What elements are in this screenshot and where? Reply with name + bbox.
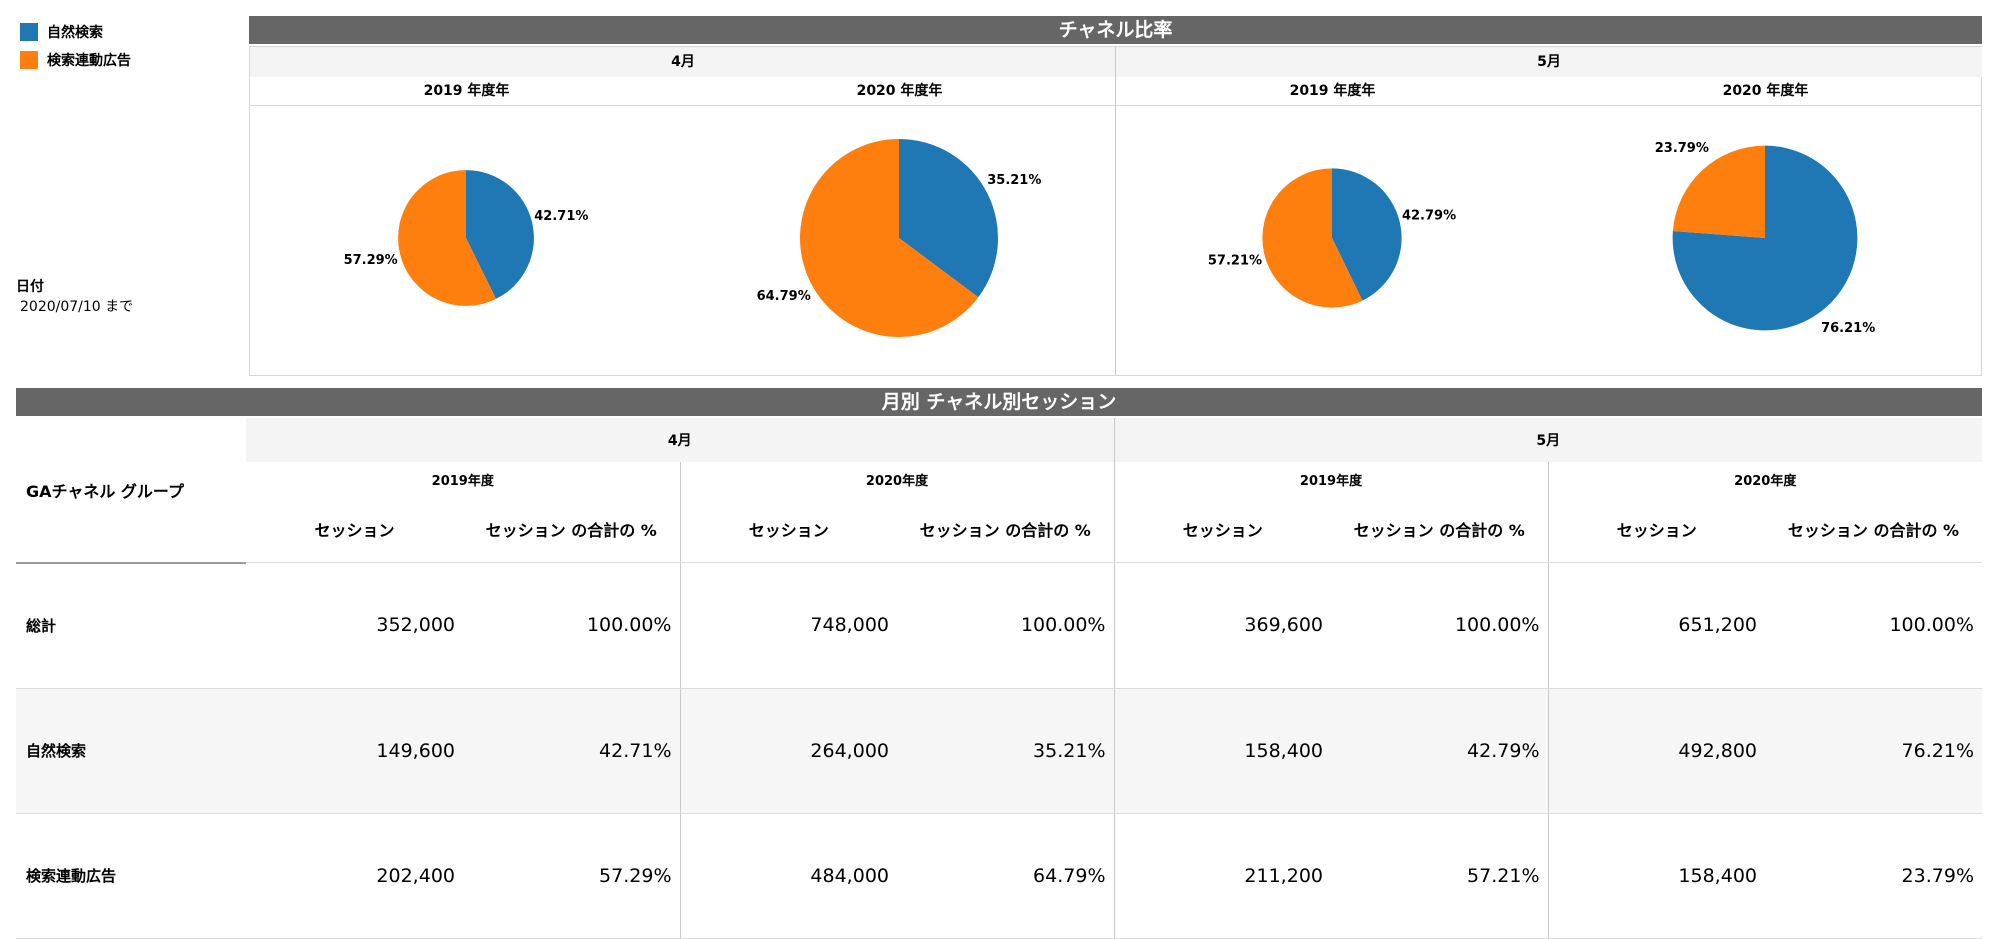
chart-year-apr-2020: 2020 年度年 (856, 83, 943, 99)
chart-year-apr-2019: 2019 年度年 (423, 83, 510, 99)
pie-slice-organic[interactable] (1332, 168, 1402, 301)
metric-header-percent[interactable]: セッション の合計の % (463, 496, 680, 563)
chart-year-may-2019: 2019 年度年 (1289, 83, 1376, 99)
table-row-organic: 自然検索 149,600 42.71% 264,000 35.21% 158,4… (16, 688, 1982, 814)
legend-item-organic[interactable]: 自然検索 (20, 18, 131, 46)
legend-label-organic: 自然検索 (47, 25, 103, 41)
cell-sessions: 202,400 (246, 813, 463, 939)
pie-slice-organic[interactable] (466, 170, 534, 299)
metric-header-sessions[interactable]: セッション (1547, 496, 1765, 563)
chart-month-divider (1115, 47, 1116, 375)
table-row-paid: 検索連動広告 202,400 57.29% 484,000 64.79% 211… (16, 813, 1982, 939)
legend-label-paid: 検索連動広告 (47, 53, 131, 69)
sessions-table: GAチャネル グループ 4月 5月 2019年度 2020年度 2019年度 2… (16, 418, 1982, 939)
cell-sessions: 651,200 (1547, 562, 1765, 689)
cell-percent: 42.79% (1331, 688, 1548, 814)
cell-percent: 23.79% (1765, 813, 1982, 939)
cell-sessions: 748,000 (679, 562, 897, 689)
cell-percent: 76.21% (1765, 688, 1982, 814)
chart-month-april: 4月 (250, 47, 1116, 77)
cell-sessions: 211,200 (1113, 813, 1331, 939)
cell-percent: 100.00% (1331, 562, 1548, 689)
chart-section-header: チャネル比率 (249, 16, 1982, 44)
table-year-may-2020: 2020年度 (1547, 462, 1982, 496)
pie-slice-paid[interactable] (1672, 145, 1765, 238)
cell-percent: 35.21% (897, 688, 1114, 814)
legend-item-paid[interactable]: 検索連動広告 (20, 46, 131, 74)
row-label-total: 総計 (16, 562, 246, 689)
pie-slice-organic[interactable] (899, 139, 998, 298)
table-month-april: 4月 (246, 418, 1114, 462)
pie-charts: 42.71% 57.29% 35.21% 64.79% 42.79% 57.21% 76.2… (344, 139, 1876, 337)
pie-data-label: 42.79% (1402, 209, 1456, 224)
pie-slice-organic[interactable] (1672, 145, 1858, 331)
pie-data-label: 57.21% (1208, 253, 1262, 268)
pie-data-label: 57.29% (344, 253, 398, 268)
cell-sessions: 352,000 (246, 562, 463, 689)
table-year-may-2019: 2019年度 (1113, 462, 1548, 496)
table-section-title: 月別 チャネル別セッション (881, 391, 1117, 413)
pie-data-label: 76.21% (1821, 321, 1875, 336)
legend-swatch-organic (20, 23, 38, 41)
cell-sessions: 492,800 (1547, 688, 1765, 814)
table-year-apr-2020: 2020年度 (679, 462, 1114, 496)
cell-percent: 57.29% (463, 813, 680, 939)
cell-percent: 100.00% (1765, 562, 1982, 689)
date-filter-value: 2020/07/10 まで (20, 299, 134, 315)
cell-sessions: 264,000 (679, 688, 897, 814)
metric-header-sessions[interactable]: セッション (1113, 496, 1331, 563)
pie-chart-2: 42.79% 57.21% (1208, 168, 1456, 308)
table-month-may: 5月 (1113, 418, 1982, 462)
pie-chart-panel: 4月 5月 2019 年度年 2020 年度年 2019 年度年 2020 年度… (249, 46, 1982, 376)
cell-sessions: 484,000 (679, 813, 897, 939)
pie-slice-paid[interactable] (398, 170, 497, 306)
metric-header-percent[interactable]: セッション の合計の % (1331, 496, 1548, 563)
date-filter-label: 日付 (16, 279, 44, 295)
cell-sessions: 158,400 (1547, 813, 1765, 939)
pie-data-label: 23.79% (1655, 141, 1709, 156)
cell-sessions: 158,400 (1113, 688, 1331, 814)
metric-header-percent[interactable]: セッション の合計の % (897, 496, 1114, 563)
cell-sessions: 149,600 (246, 688, 463, 814)
row-label-paid: 検索連動広告 (16, 813, 246, 939)
cell-percent: 100.00% (897, 562, 1114, 689)
date-filter[interactable]: 日付 2020/07/10 まで (16, 277, 133, 317)
cell-percent: 57.21% (1331, 813, 1548, 939)
cell-percent: 42.71% (463, 688, 680, 814)
cell-sessions: 369,600 (1113, 562, 1331, 689)
row-label-organic: 自然検索 (16, 688, 246, 814)
metric-header-sessions[interactable]: セッション (679, 496, 897, 563)
table-row-total: 総計 352,000 100.00% 748,000 100.00% 369,6… (16, 562, 1982, 689)
legend-swatch-paid (20, 51, 38, 69)
chart-section-title: チャネル比率 (1058, 19, 1173, 41)
pie-data-label: 35.21% (987, 173, 1041, 188)
table-section-header: 月別 チャネル別セッション (16, 388, 1982, 416)
pie-slice-paid[interactable] (1262, 168, 1363, 308)
pie-chart-0: 42.71% 57.29% (344, 170, 588, 306)
chart-month-may: 5月 (1116, 47, 1982, 77)
pie-chart-1: 35.21% 64.79% (757, 139, 1041, 337)
pie-data-label: 42.71% (534, 209, 588, 224)
table-year-apr-2019: 2019年度 (431, 473, 494, 489)
pie-data-label: 64.79% (757, 289, 811, 304)
legend: 自然検索 検索連動広告 (20, 18, 131, 74)
pie-chart-3: 76.21% 23.79% (1655, 141, 1876, 336)
dimension-header[interactable]: GAチャネル グループ (16, 418, 246, 564)
cell-percent: 100.00% (463, 562, 680, 689)
metric-header-percent[interactable]: セッション の合計の % (1765, 496, 1982, 563)
pie-slice-paid[interactable] (799, 139, 979, 337)
metric-header-sessions[interactable]: セッション (246, 496, 463, 563)
chart-year-may-2020: 2020 年度年 (1722, 83, 1809, 99)
cell-percent: 64.79% (897, 813, 1114, 939)
